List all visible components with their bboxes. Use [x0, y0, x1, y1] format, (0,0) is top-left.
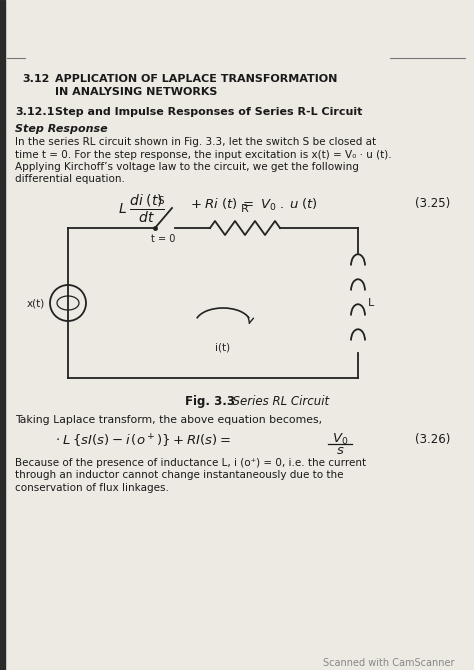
Text: Fig. 3.3: Fig. 3.3	[185, 395, 235, 408]
Text: $+\;Ri\;(t)\;=\;V_0\;.\;u\;(t)$: $+\;Ri\;(t)\;=\;V_0\;.\;u\;(t)$	[190, 197, 318, 213]
Text: Because of the presence of inductance L, i (o⁺) = 0, i.e. the current: Because of the presence of inductance L,…	[15, 458, 366, 468]
Text: t = 0: t = 0	[151, 234, 175, 244]
Text: Applying Kirchoff’s voltage law to the circuit, we get the following: Applying Kirchoff’s voltage law to the c…	[15, 162, 359, 172]
Text: differential equation.: differential equation.	[15, 174, 125, 184]
Text: In the series RL circuit shown in Fig. 3.3, let the switch S be closed at: In the series RL circuit shown in Fig. 3…	[15, 137, 376, 147]
Text: 3.12: 3.12	[22, 74, 49, 84]
Text: $s$: $s$	[336, 444, 344, 457]
Text: R: R	[241, 204, 249, 214]
Text: L: L	[368, 298, 374, 308]
Text: x(t): x(t)	[27, 298, 45, 308]
Text: time t = 0. For the step response, the input excitation is x(t) = V₀ · u (t).: time t = 0. For the step response, the i…	[15, 149, 392, 159]
Text: Series RL Circuit: Series RL Circuit	[225, 395, 329, 408]
Text: i(t): i(t)	[216, 343, 230, 353]
Text: Scanned with CamScanner: Scanned with CamScanner	[323, 658, 455, 668]
Text: S: S	[158, 196, 164, 206]
Bar	[0, 0, 5, 670]
Text: $\cdot\;L\,\{sI(s)-i\,(o^+)\}+RI(s)=$: $\cdot\;L\,\{sI(s)-i\,(o^+)\}+RI(s)=$	[55, 433, 231, 450]
Text: conservation of flux linkages.: conservation of flux linkages.	[15, 483, 169, 493]
Text: $L\;\dfrac{di\;(t)}{dt}$: $L\;\dfrac{di\;(t)}{dt}$	[118, 193, 164, 225]
Text: IN ANALYSING NETWORKS: IN ANALYSING NETWORKS	[55, 87, 218, 97]
Text: (3.25): (3.25)	[415, 197, 450, 210]
Text: (3.26): (3.26)	[415, 433, 450, 446]
Text: Step and Impulse Responses of Series R-L Circuit: Step and Impulse Responses of Series R-L…	[55, 107, 363, 117]
Text: Step Response: Step Response	[15, 124, 108, 134]
Text: APPLICATION OF LAPLACE TRANSFORMATION: APPLICATION OF LAPLACE TRANSFORMATION	[55, 74, 337, 84]
Text: 3.12.1: 3.12.1	[15, 107, 55, 117]
Text: Taking Laplace transform, the above equation becomes,: Taking Laplace transform, the above equa…	[15, 415, 322, 425]
Text: $V_0$: $V_0$	[332, 432, 348, 447]
Text: through an inductor cannot change instantaneously due to the: through an inductor cannot change instan…	[15, 470, 344, 480]
